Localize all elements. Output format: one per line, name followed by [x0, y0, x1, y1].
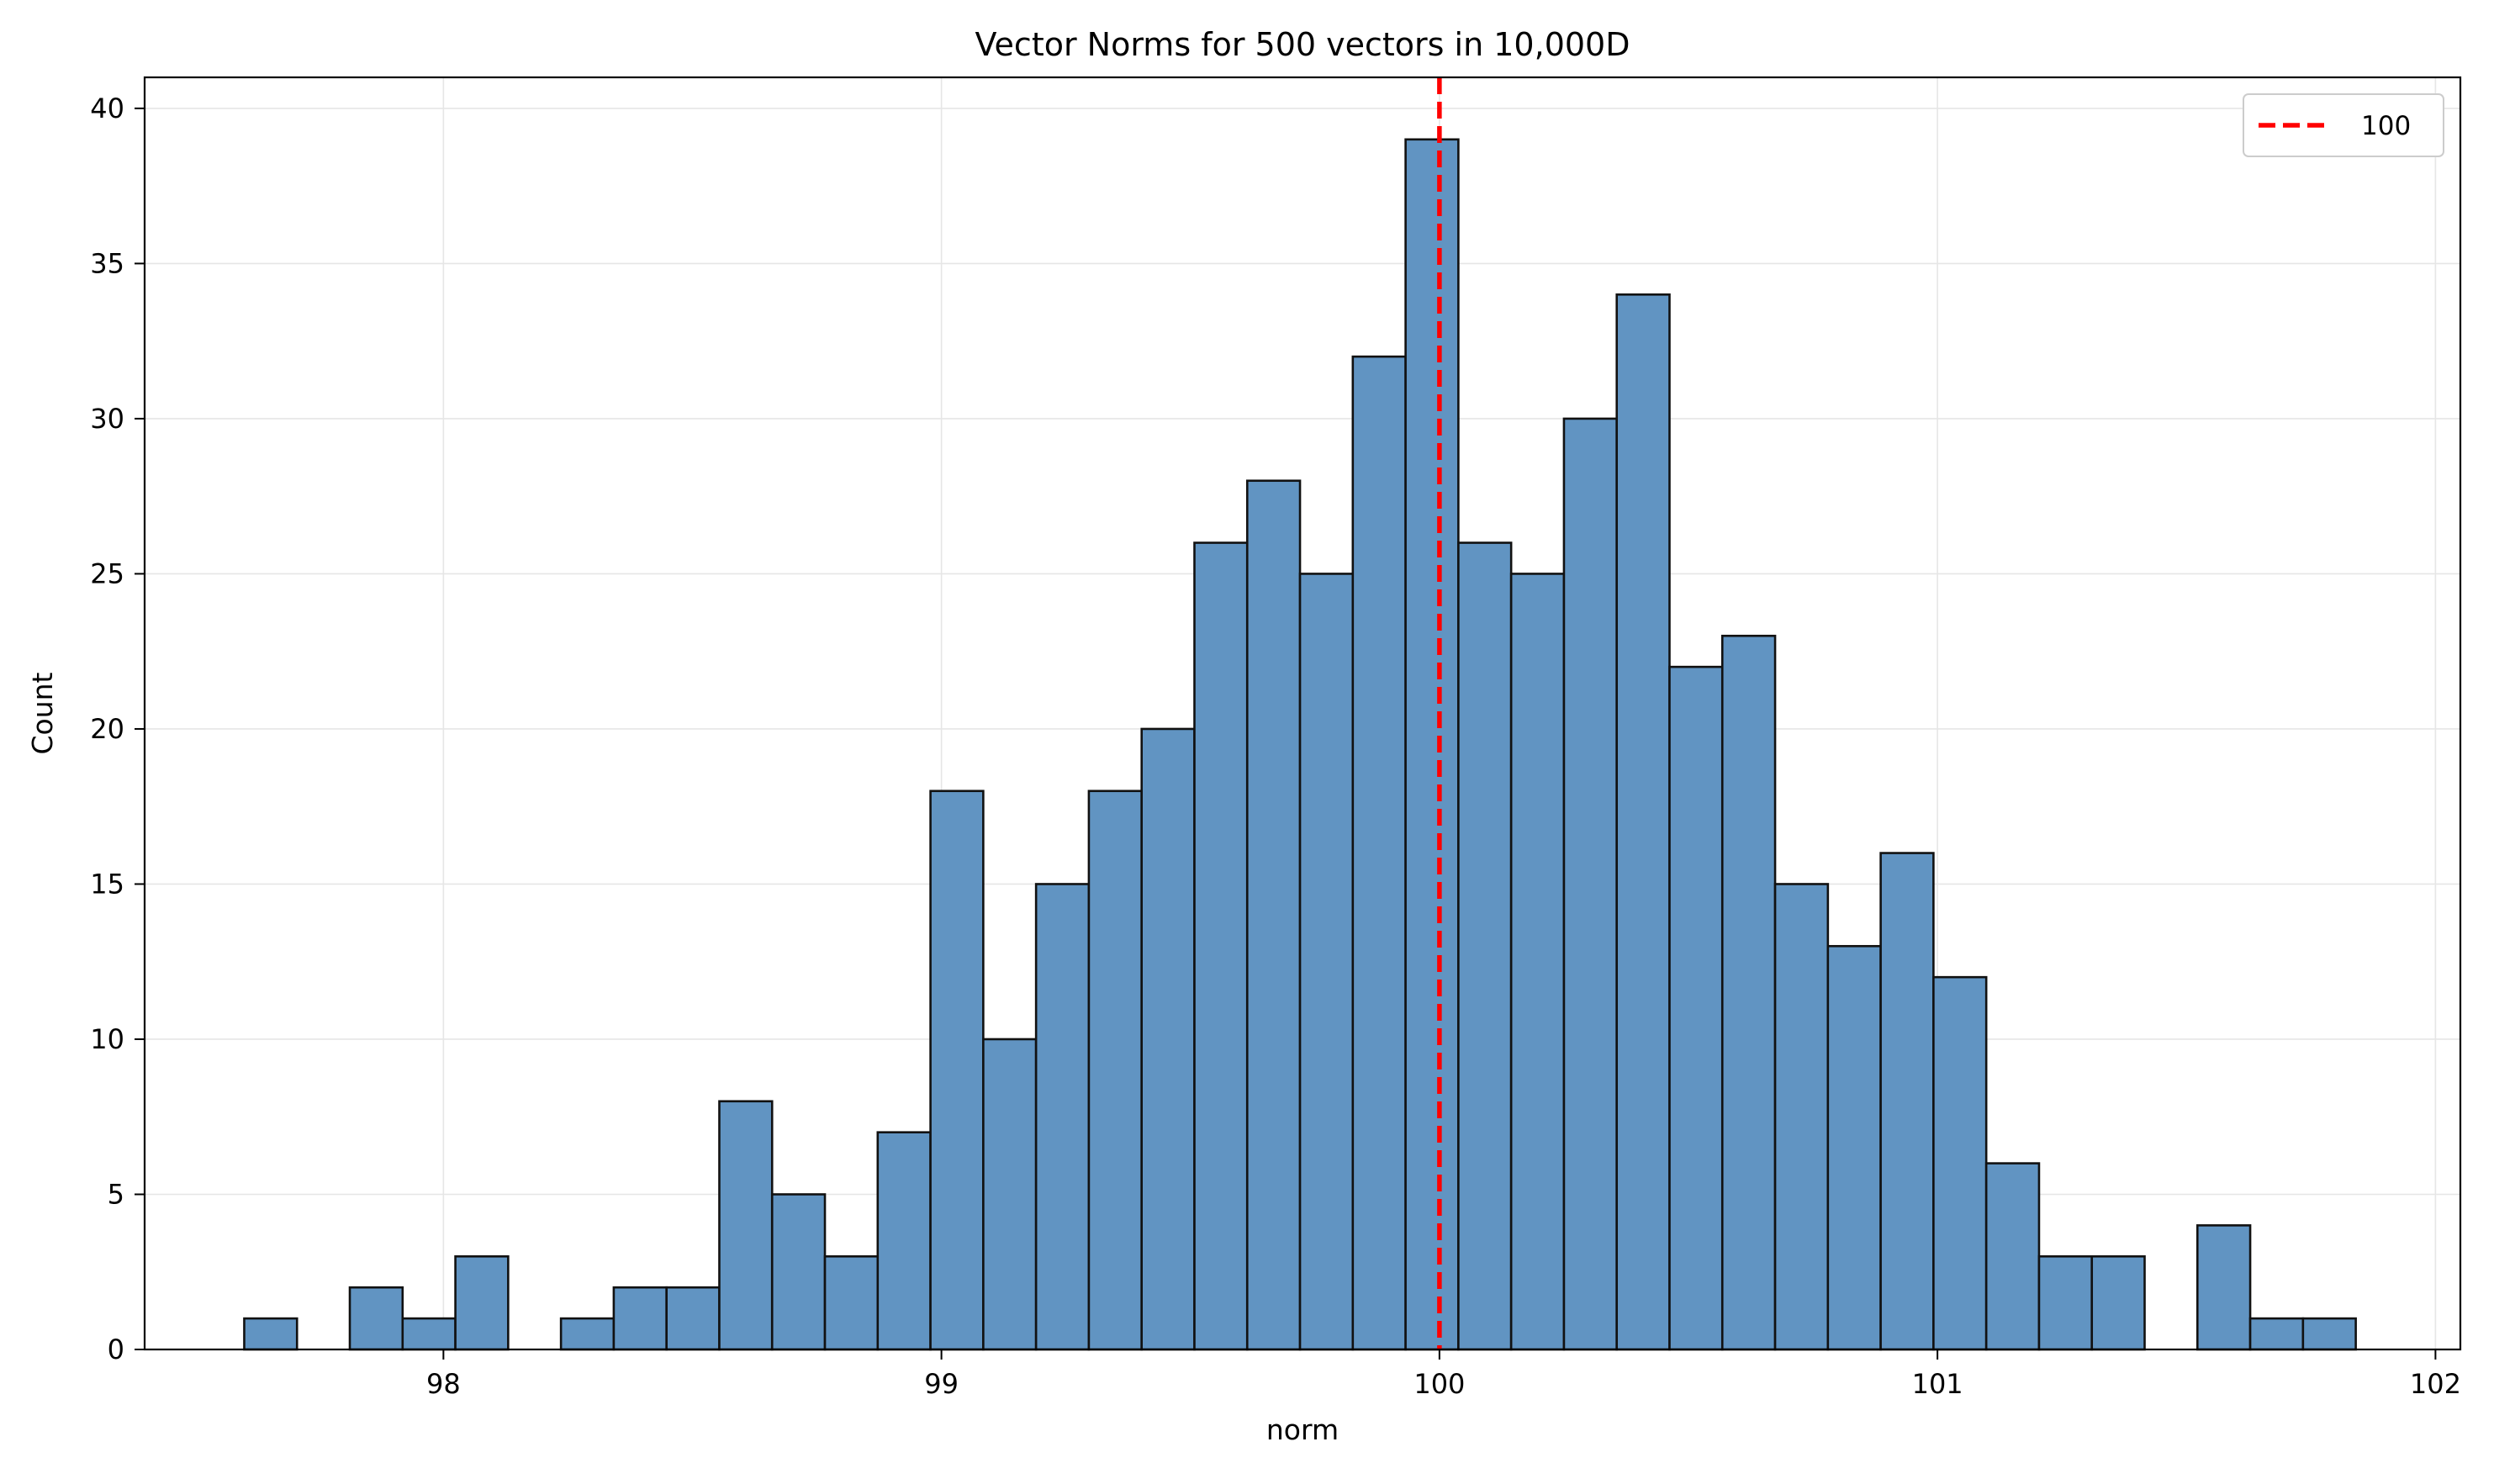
histogram-bar: [1668, 665, 1724, 1351]
histogram-bar: [1932, 975, 1988, 1351]
y-tick-label: 35: [90, 247, 124, 279]
histogram-bar: [1562, 417, 1619, 1351]
legend-box: [2243, 93, 2444, 157]
histogram-bar: [1351, 355, 1407, 1351]
histogram-bar: [982, 1038, 1038, 1351]
histogram-bar: [718, 1100, 774, 1351]
histogram-bar: [243, 1317, 299, 1351]
x-tick-label: 99: [924, 1368, 959, 1400]
histogram-bar: [1298, 573, 1355, 1351]
x-axis-label: norm: [1266, 1413, 1339, 1446]
histogram-bar: [1140, 727, 1196, 1351]
y-axis-label: Count: [26, 672, 59, 754]
histogram-bar: [1615, 293, 1671, 1351]
axes-frame: [143, 76, 2462, 1351]
histogram-bar: [770, 1193, 827, 1351]
histogram-bar: [2195, 1224, 2252, 1351]
y-tick-label: 10: [90, 1023, 124, 1055]
histogram-bar: [1034, 883, 1091, 1351]
histogram-bar: [1245, 479, 1302, 1351]
histogram-bar: [929, 790, 985, 1351]
histogram-bar: [1509, 573, 1566, 1351]
histogram-bar: [401, 1317, 457, 1351]
legend-entry-label: 100: [2361, 111, 2411, 141]
histogram-bar: [612, 1286, 668, 1351]
y-axis-ticks: 0 5 10 15 20 25 30 35 40: [90, 92, 145, 1365]
histogram-bar: [1984, 1162, 2041, 1351]
x-tick-label: 98: [426, 1368, 461, 1400]
y-tick-label: 0: [108, 1333, 124, 1365]
y-tick-label: 40: [90, 92, 124, 124]
x-tick-label: 101: [1912, 1368, 1963, 1400]
histogram-bar: [2248, 1317, 2305, 1351]
y-tick-label: 20: [90, 713, 124, 745]
histogram-bar: [454, 1254, 510, 1351]
y-tick-label: 25: [90, 557, 124, 589]
histogram-bar: [1720, 634, 1777, 1351]
histogram-bar: [665, 1286, 721, 1351]
histogram-bar: [2037, 1254, 2094, 1351]
histogram-bars: [243, 138, 2357, 1351]
histogram-bar: [1773, 883, 1830, 1351]
x-tick-label: 102: [2410, 1368, 2461, 1400]
y-tick-label: 15: [90, 868, 124, 900]
chart-title: Vector Norms for 500 vectors in 10,000D: [975, 26, 1630, 63]
histogram-bar: [1826, 944, 1882, 1351]
histogram-bar: [1087, 790, 1144, 1351]
histogram-bar: [1457, 541, 1513, 1351]
histogram-bar: [823, 1254, 880, 1351]
y-tick-label: 30: [90, 403, 124, 435]
histogram-bar: [1193, 541, 1249, 1351]
histogram-bar: [1404, 138, 1460, 1351]
histogram-bar: [2090, 1254, 2146, 1351]
x-tick-label: 100: [1413, 1368, 1465, 1400]
histogram-bar: [1879, 852, 1935, 1351]
histogram-bar: [876, 1131, 932, 1351]
x-axis-ticks: 98 99 100 101 102: [426, 1349, 2461, 1400]
y-tick-label: 5: [108, 1178, 124, 1210]
histogram-bar: [559, 1317, 616, 1351]
legend: 100: [2243, 93, 2444, 157]
histogram-bar: [2301, 1317, 2357, 1351]
histogram-bar: [348, 1286, 404, 1351]
